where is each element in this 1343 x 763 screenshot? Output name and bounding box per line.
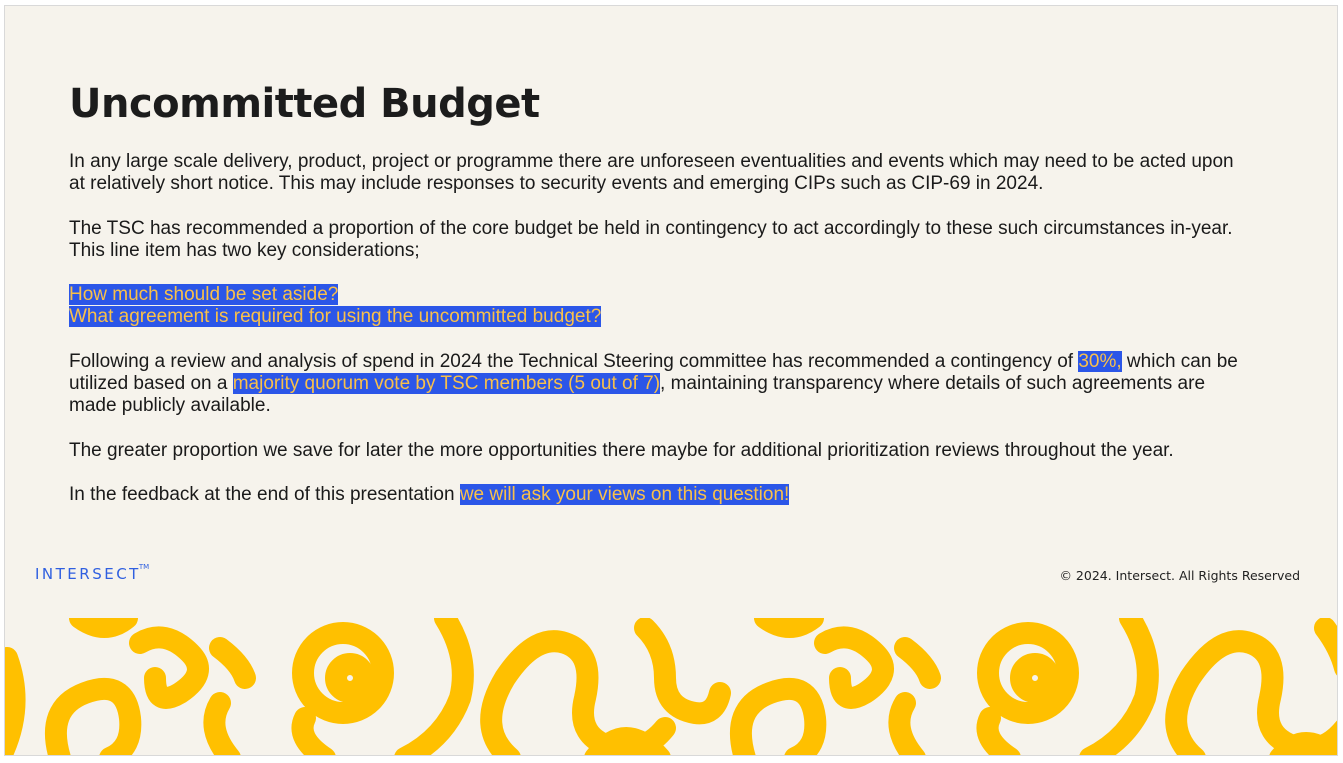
copyright-notice: © 2024. Intersect. All Rights Reserved [1059, 568, 1300, 583]
logo-wordmark: INTERSECT [35, 565, 141, 583]
slide-title: Uncommitted Budget [69, 81, 540, 127]
yellow-squiggle-pattern-icon [5, 618, 1337, 755]
feedback-text: In the feedback at the end of this prese… [69, 483, 460, 505]
paragraph-tsc-recommendation: The TSC has recommended a proportion of … [69, 217, 1233, 261]
question-agreement: What agreement is required for using the… [69, 306, 602, 328]
contingency-text-1: Following a review and analysis of spend… [69, 350, 1079, 372]
contingency-text-3: , maintaining transparency where details… [69, 372, 1206, 417]
paragraph-proportion: The greater proportion we save for later… [69, 439, 1174, 461]
feedback-highlight: we will ask your views on this question! [459, 483, 790, 505]
quorum-vote-highlight: majority quorum vote by TSC members (5 o… [232, 372, 661, 394]
slide-body: In any large scale delivery, product, pr… [69, 151, 1239, 528]
logo-trademark: TM [138, 563, 150, 571]
presentation-slide: Uncommitted Budget In any large scale de… [4, 5, 1338, 756]
paragraph-feedback: In the feedback at the end of this prese… [69, 483, 1239, 506]
intersect-logo: INTERSECT TM [35, 559, 149, 589]
paragraph-contingency: Following a review and analysis of spend… [69, 350, 1239, 418]
paragraph-intro: In any large scale delivery, product, pr… [69, 151, 1234, 195]
contingency-text-2: which can be utilized based on a [69, 350, 1238, 394]
key-considerations: How much should be set aside? What agree… [69, 284, 1239, 328]
contingency-percentage: 30%, [1078, 350, 1122, 372]
question-set-aside: How much should be set aside? [69, 284, 339, 306]
